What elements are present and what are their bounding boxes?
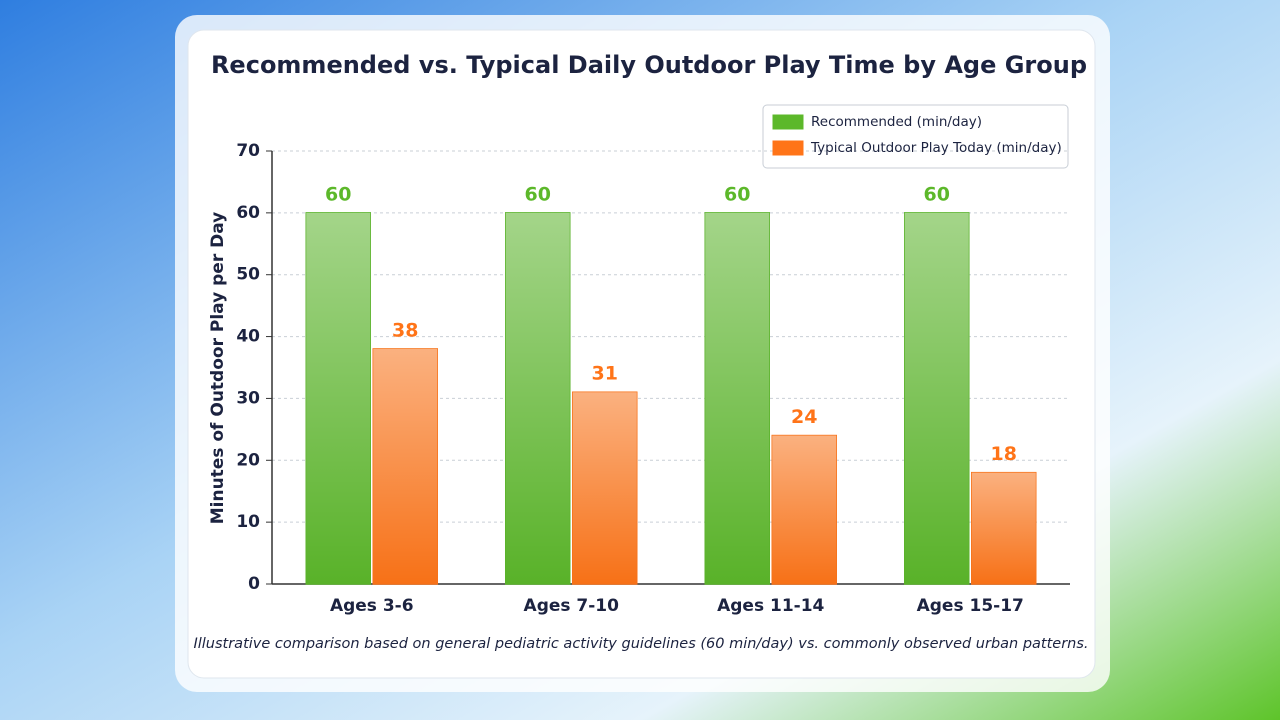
y-tick-label: 70 <box>236 141 260 161</box>
legend <box>762 104 1069 169</box>
y-tick-label: 40 <box>236 327 260 347</box>
legend-label: Recommended (min/day) <box>811 114 982 130</box>
value-label: 60 <box>724 183 750 205</box>
y-tick-label: 50 <box>236 265 260 285</box>
legend-swatch <box>772 114 804 130</box>
bar-shine <box>705 212 770 584</box>
y-tick-label: 30 <box>236 388 260 408</box>
value-label: 60 <box>325 183 351 205</box>
bar-shine <box>772 435 837 584</box>
x-tick-label: Ages 3-6 <box>330 596 414 616</box>
value-label: 18 <box>991 443 1017 465</box>
value-label: 60 <box>924 183 950 205</box>
value-label: 60 <box>525 183 551 205</box>
y-tick-label: 0 <box>248 574 260 594</box>
y-axis-label: Minutes of Outdoor Play per Day <box>208 212 228 525</box>
bar-shine <box>971 472 1036 584</box>
x-tick-label: Ages 11-14 <box>717 596 824 616</box>
bar-shine <box>505 212 570 584</box>
chart-title: Recommended vs. Typical Daily Outdoor Pl… <box>211 51 1087 79</box>
footnote: Illustrative comparison based on general… <box>193 636 1088 652</box>
bar-shine <box>373 348 438 584</box>
value-label: 31 <box>592 363 618 385</box>
bar-shine <box>306 212 371 584</box>
bar-shine <box>572 392 637 584</box>
y-tick-label: 60 <box>236 203 260 223</box>
y-tick-label: 20 <box>236 450 260 470</box>
bar-shine <box>904 212 969 584</box>
value-label: 24 <box>791 406 817 428</box>
value-label: 38 <box>392 319 418 341</box>
x-tick-label: Ages 15-17 <box>917 596 1024 616</box>
y-tick-label: 10 <box>236 512 260 532</box>
legend-label: Typical Outdoor Play Today (min/day) <box>810 140 1062 156</box>
x-tick-label: Ages 7-10 <box>524 596 620 616</box>
legend-swatch <box>772 140 804 156</box>
